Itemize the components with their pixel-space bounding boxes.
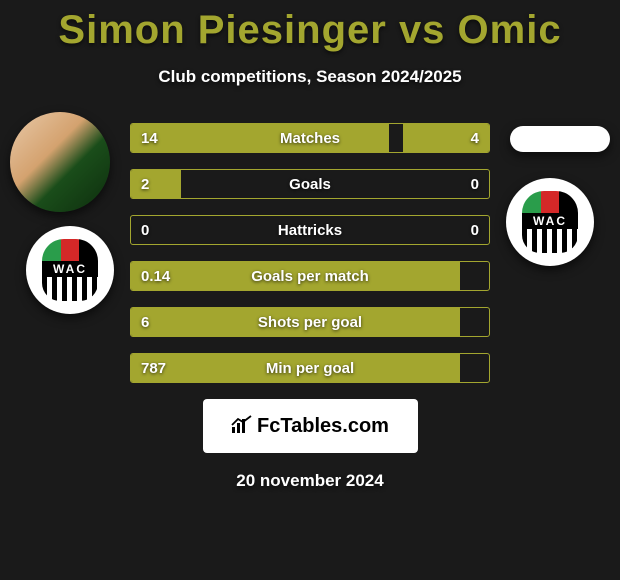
stat-value-left: 0.14: [141, 268, 170, 285]
comparison-subtitle: Club competitions, Season 2024/2025: [0, 67, 620, 87]
comparison-title: Simon Piesinger vs Omic: [0, 0, 620, 53]
logo-text: FcTables.com: [257, 415, 389, 438]
player1-club-crest: WAC: [26, 226, 114, 314]
stat-label: Goals: [289, 176, 331, 193]
fctables-logo: FcTables.com: [203, 399, 418, 453]
player1-avatar: [10, 112, 110, 212]
crest-text: WAC: [42, 261, 98, 277]
wac-crest-icon: WAC: [26, 226, 114, 314]
crest-text: WAC: [522, 213, 578, 229]
stat-label: Shots per goal: [258, 314, 362, 331]
stat-value-right: 4: [471, 130, 479, 147]
stat-row-goals-per-match: 0.14 Goals per match: [130, 261, 490, 291]
stat-bar-left: [131, 170, 181, 198]
stat-row-goals: 2 Goals 0: [130, 169, 490, 199]
player2-avatar: [510, 126, 610, 152]
wac-crest-icon: WAC: [506, 178, 594, 266]
stat-value-left: 787: [141, 360, 166, 377]
stat-value-left: 0: [141, 222, 149, 239]
stat-value-right: 0: [471, 222, 479, 239]
stats-container: 14 Matches 4 2 Goals 0 0 Hattricks 0 0.1…: [130, 123, 490, 383]
chart-icon: [231, 415, 253, 438]
player2-club-crest: WAC: [506, 178, 594, 266]
stat-label: Min per goal: [266, 360, 354, 377]
stat-row-min-per-goal: 787 Min per goal: [130, 353, 490, 383]
stat-value-left: 6: [141, 314, 149, 331]
stat-row-matches: 14 Matches 4: [130, 123, 490, 153]
stat-label: Matches: [280, 130, 340, 147]
stat-row-hattricks: 0 Hattricks 0: [130, 215, 490, 245]
stat-value-left: 14: [141, 130, 158, 147]
stat-label: Hattricks: [278, 222, 342, 239]
stat-label: Goals per match: [251, 268, 369, 285]
stat-value-right: 0: [471, 176, 479, 193]
stat-value-left: 2: [141, 176, 149, 193]
footer-date: 20 november 2024: [0, 471, 620, 491]
stat-row-shots-per-goal: 6 Shots per goal: [130, 307, 490, 337]
stat-bar-left: [131, 124, 389, 152]
